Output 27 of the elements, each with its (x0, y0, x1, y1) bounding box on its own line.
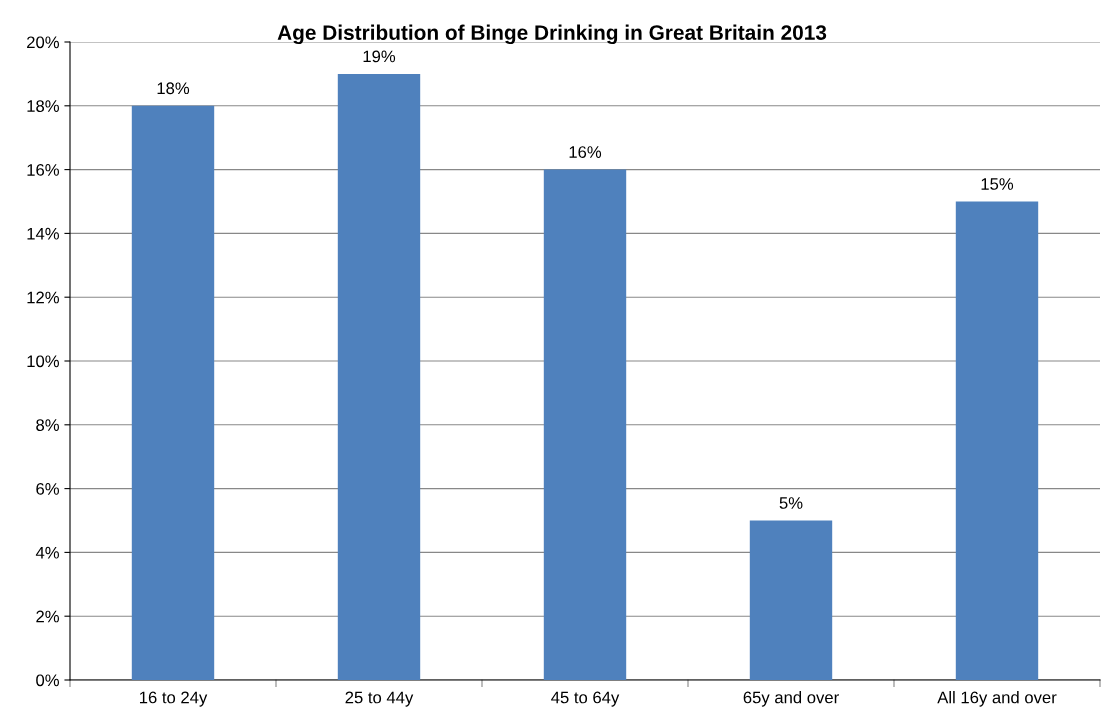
y-tick-label: 2% (36, 610, 59, 623)
data-label: 15% (981, 178, 1014, 190)
bar (749, 520, 833, 680)
y-tick-label: 20% (27, 36, 59, 49)
bar (955, 201, 1039, 680)
data-label: 5% (779, 497, 803, 509)
bar (543, 169, 627, 680)
data-label: 16% (569, 146, 602, 158)
y-tick-label: 16% (27, 164, 59, 176)
data-label: 18% (157, 82, 190, 95)
y-tick-label: 8% (36, 419, 59, 431)
y-tick-label: 0% (36, 674, 59, 687)
x-tick-label: All 16y and over (937, 691, 1057, 707)
y-tick-label: 4% (35, 546, 59, 559)
y-tick-label: 18% (27, 100, 59, 112)
bar (131, 105, 215, 680)
chart-title: Age Distribution of Binge Drinking in Great Britain 2013 (277, 24, 827, 45)
x-tick-label: 65y and over (743, 691, 839, 707)
data-label: 19% (363, 50, 396, 63)
y-tick-label: 14% (27, 227, 59, 240)
x-tick-label: 25 to 44y (345, 691, 414, 707)
bar (337, 73, 421, 680)
y-tick-label: 6% (36, 483, 59, 495)
x-tick-label: 16 to 24y (139, 691, 208, 707)
x-tick-label: 45 to 64y (551, 691, 620, 707)
y-tick-label: 12% (27, 291, 59, 304)
y-tick-label: 10% (27, 355, 59, 368)
